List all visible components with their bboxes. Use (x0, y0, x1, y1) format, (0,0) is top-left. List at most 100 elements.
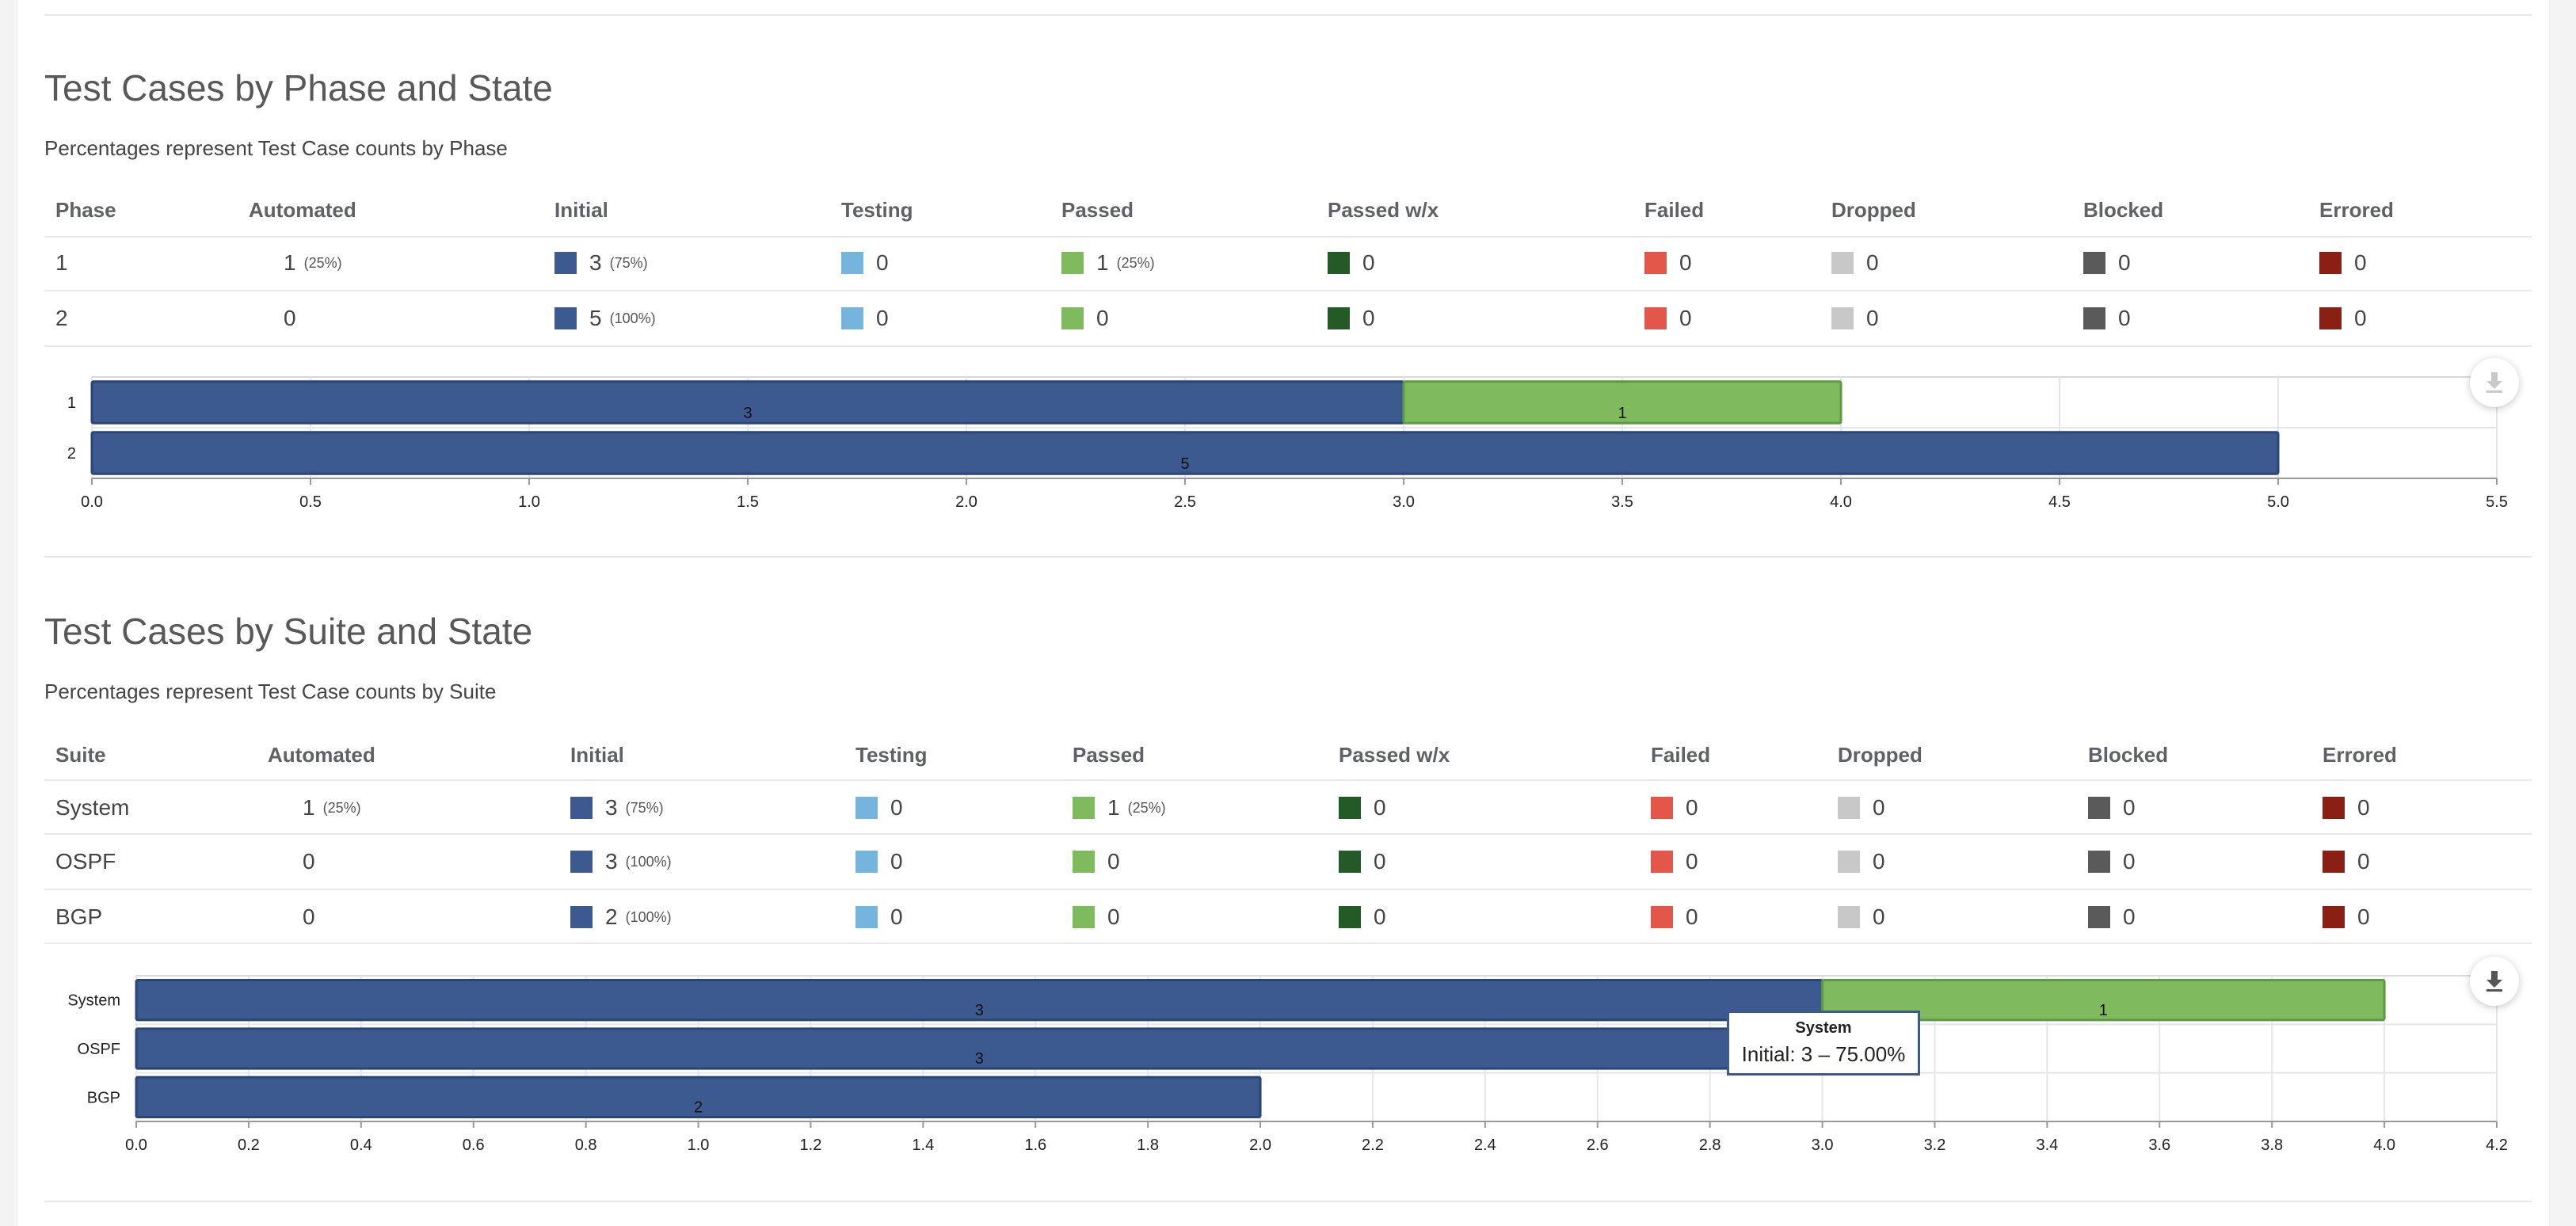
cell-value: 0 (2357, 904, 2370, 929)
phase-chart-download-button[interactable] (2470, 358, 2519, 407)
cell-automated: 0 (303, 847, 315, 876)
bar-data-label: 1 (1618, 405, 1626, 422)
cell-passed: 0 (1073, 847, 1120, 876)
cell-value: 0 (1107, 849, 1120, 874)
cell-percent: (25%) (1127, 799, 1166, 816)
x-tick-label: 2.5 (1174, 493, 1196, 511)
cell-percent: (75%) (609, 254, 648, 271)
column-header-errored[interactable]: Errored (2323, 743, 2397, 767)
cell-percent: (25%) (322, 799, 361, 816)
cell-testing: 0 (855, 794, 903, 822)
errored-swatch (2319, 307, 2342, 329)
cell-value: 0 (1362, 250, 1375, 275)
bar-data-label: 5 (1180, 455, 1189, 473)
column-header-dropped[interactable]: Dropped (1838, 743, 1922, 767)
cell-dropped: 0 (1831, 249, 1879, 277)
row-divider (44, 833, 2532, 835)
cell-value: 5 (589, 306, 602, 330)
column-header-passed[interactable]: Passed (1073, 743, 1145, 767)
cell-value: BGP (55, 904, 103, 929)
cell-value: 0 (2357, 849, 2370, 874)
x-tick-label: 0.6 (463, 1137, 485, 1154)
bar-data-label: 2 (694, 1098, 703, 1116)
dropped-swatch (1831, 307, 1854, 329)
phase-section-subtitle: Percentages represent Test Case counts b… (44, 136, 508, 160)
column-header-passed-wx[interactable]: Passed w/x (1328, 198, 1439, 222)
x-tick-label: 4.0 (1830, 493, 1852, 511)
cell-percent: (100%) (625, 908, 672, 925)
cell-blocked: 0 (2088, 847, 2136, 876)
cell-passed-wx: 0 (1328, 304, 1375, 333)
bar-passed[interactable] (1402, 380, 1842, 425)
column-header-automated[interactable]: Automated (268, 743, 375, 767)
bar-initial[interactable] (90, 431, 2280, 475)
cell-value: OSPF (55, 849, 116, 874)
cell-dropped: 0 (1838, 903, 1885, 931)
cell-value: 0 (2357, 795, 2370, 820)
cell-value: 0 (1686, 904, 1698, 929)
bar-initial[interactable] (135, 1076, 1262, 1118)
x-tick-label: 2.0 (1249, 1137, 1271, 1154)
cell-label: System (55, 794, 129, 822)
cell-passed-wx: 0 (1339, 847, 1386, 876)
cell-value: 0 (2123, 904, 2136, 929)
dropped-swatch (1838, 797, 1860, 819)
cell-dropped: 0 (1831, 304, 1879, 333)
column-header-initial[interactable]: Initial (554, 198, 608, 222)
x-tick-label: 4.0 (2373, 1137, 2395, 1154)
column-header-errored[interactable]: Errored (2319, 198, 2394, 222)
column-header-initial[interactable]: Initial (570, 743, 624, 767)
column-header-blocked[interactable]: Blocked (2083, 198, 2164, 222)
x-tick-label: 5.5 (2486, 493, 2508, 511)
cell-value: 0 (1686, 795, 1698, 820)
blocked-swatch (2088, 906, 2110, 928)
cell-errored: 0 (2323, 903, 2370, 931)
column-header-failed[interactable]: Failed (1651, 743, 1711, 767)
column-header-dropped[interactable]: Dropped (1831, 198, 1916, 222)
cell-value: 0 (1866, 306, 1879, 330)
x-tick-label: 4.5 (2048, 493, 2071, 511)
x-tick-label: 4.2 (2486, 1137, 2508, 1154)
x-tick-label: 3.0 (1812, 1137, 1834, 1154)
cell-passed: 1 (25%) (1073, 794, 1166, 822)
column-header-testing[interactable]: Testing (855, 743, 928, 767)
cell-blocked: 0 (2088, 903, 2136, 931)
column-header-passed-wx[interactable]: Passed w/x (1339, 743, 1450, 767)
dropped-swatch (1838, 906, 1860, 928)
cell-value: 0 (876, 250, 889, 275)
bottom-divider (44, 1201, 2532, 1202)
row-divider (44, 889, 2532, 890)
column-header-automated[interactable]: Automated (249, 198, 356, 222)
column-header-label[interactable]: Suite (55, 743, 106, 767)
column-header-blocked[interactable]: Blocked (2088, 743, 2169, 767)
dropped-swatch (1831, 252, 1854, 274)
x-tick-label: 0.0 (125, 1137, 147, 1154)
passed-wx-swatch (1339, 851, 1361, 873)
column-header-testing[interactable]: Testing (841, 198, 913, 222)
cell-label: 1 (55, 249, 68, 277)
cell-passed: 0 (1061, 304, 1109, 333)
cell-percent: (100%) (625, 853, 672, 870)
suite-chart-download-button[interactable] (2470, 957, 2519, 1006)
row-divider (44, 345, 2532, 347)
cell-blocked: 0 (2083, 304, 2131, 333)
cell-label: BGP (55, 903, 102, 931)
chart-tooltip: System Initial: 3 – 75.00% (1727, 1011, 1920, 1076)
failed-swatch (1651, 797, 1673, 819)
cell-value: 0 (1096, 306, 1109, 330)
failed-swatch (1651, 851, 1673, 873)
column-header-failed[interactable]: Failed (1644, 198, 1705, 222)
column-header-label[interactable]: Phase (55, 198, 116, 222)
cell-testing: 0 (855, 903, 903, 931)
x-tick-label: 2.4 (1474, 1137, 1496, 1154)
cell-automated: 0 (303, 903, 315, 931)
cell-dropped: 0 (1838, 794, 1885, 822)
x-tick-label: 1.4 (912, 1137, 934, 1154)
y-category-label: 1 (67, 394, 76, 412)
x-tick-label: 3.5 (1611, 493, 1633, 511)
cell-automated: 1 (25%) (303, 794, 361, 822)
bar-passed[interactable] (1821, 979, 2386, 1022)
x-tick-label: 0.2 (238, 1137, 260, 1154)
bar-data-label: 3 (975, 1050, 984, 1068)
column-header-passed[interactable]: Passed (1061, 198, 1134, 222)
